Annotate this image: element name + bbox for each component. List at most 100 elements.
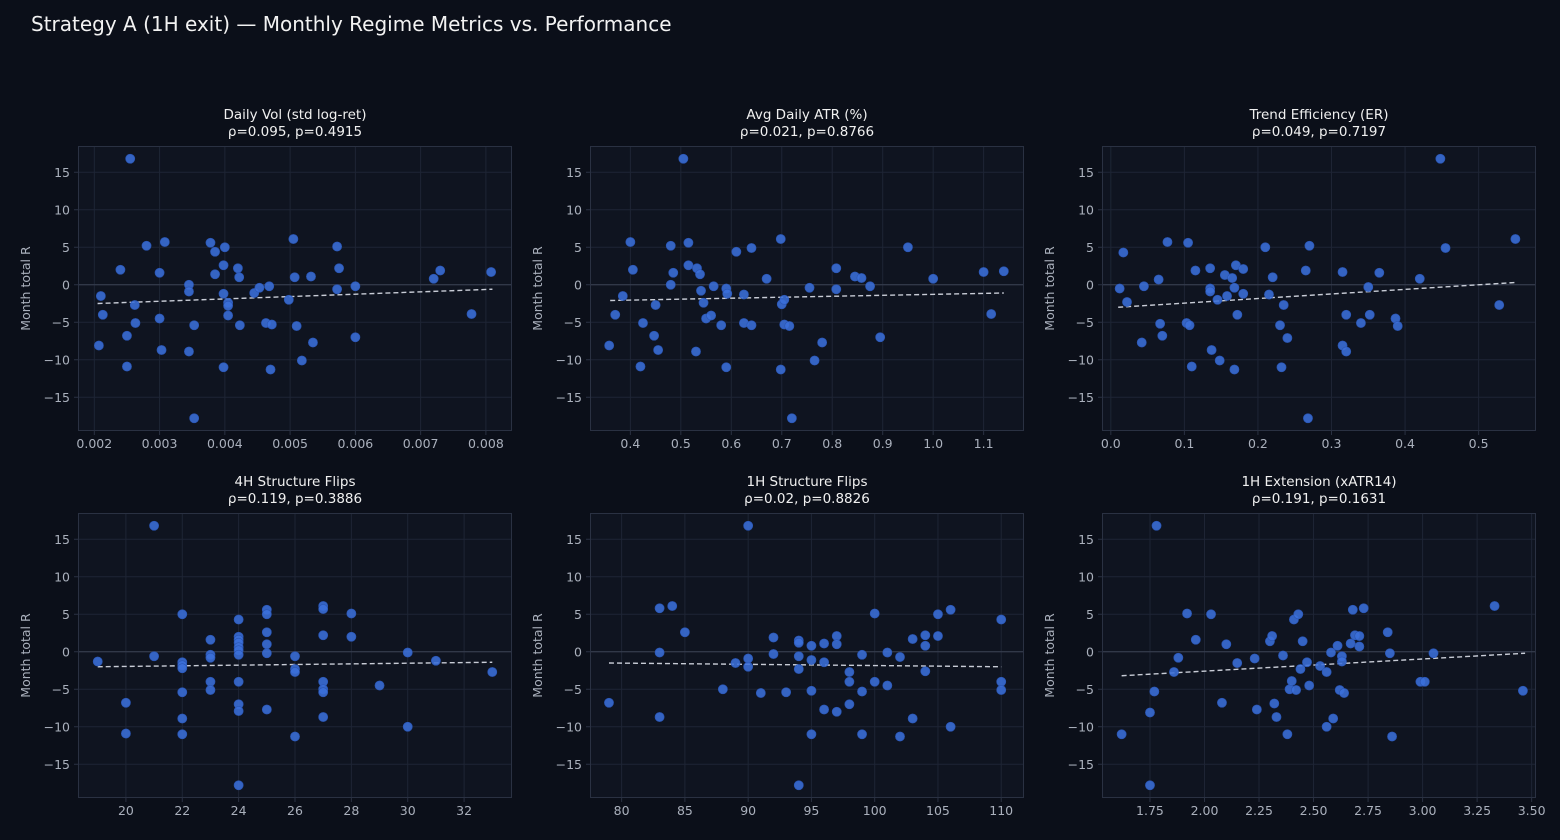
- scatter-point: [653, 345, 664, 355]
- scatter-point: [233, 614, 244, 625]
- x-tick-label: 20: [118, 803, 134, 818]
- scatter-point: [435, 265, 446, 276]
- scatter-point: [1278, 650, 1288, 661]
- scatter-point: [1206, 609, 1216, 620]
- scatter-point: [1303, 413, 1313, 424]
- panel-title: 4H Structure Flips: [235, 474, 356, 490]
- scatter-point: [1151, 520, 1162, 531]
- scatter-point: [1267, 631, 1278, 641]
- scatter-point: [1145, 707, 1155, 718]
- scatter-point: [1149, 686, 1160, 697]
- scatter-point: [1510, 234, 1521, 244]
- x-tick-label: 2.25: [1245, 803, 1273, 818]
- chart-panel-1: 0.002 0.003 0.004 0.005 0.006 0.007 0.008 −15 −1…: [18, 107, 512, 451]
- y-tick-label: 0: [62, 644, 70, 659]
- scatter-point: [290, 651, 300, 662]
- scatter-point: [1267, 272, 1278, 283]
- scatter-point: [706, 310, 717, 321]
- scatter-point: [149, 520, 159, 531]
- scatter-point: [746, 320, 757, 331]
- scatter-point: [1328, 713, 1339, 724]
- scatter-point: [218, 362, 229, 373]
- x-tick-label: 110: [989, 803, 1013, 818]
- scatter-point: [743, 520, 754, 531]
- scatter-point: [318, 687, 329, 698]
- scatter-point: [177, 687, 188, 698]
- x-tick-label: 0.7: [772, 436, 792, 451]
- scatter-point: [1339, 688, 1349, 698]
- axes-frame: [590, 146, 1024, 431]
- scatter-point: [635, 361, 646, 372]
- y-tick-label: −15: [44, 757, 70, 772]
- scatter-point: [265, 364, 276, 375]
- panel-title: 1H Extension (xATR14): [1241, 474, 1396, 490]
- scatter-point: [654, 712, 665, 722]
- chart-panel-4: 20 22 24 26 28 30 32 −15 −10 −5 0 5 10 15 Month total …: [18, 474, 512, 818]
- panel-stats: ρ=0.049, p=0.7197: [1252, 124, 1386, 140]
- scatter-point: [793, 664, 804, 674]
- scatter-point: [1271, 712, 1282, 722]
- axes-frame: [78, 146, 512, 431]
- scatter-point: [793, 637, 804, 648]
- scatter-point: [1139, 281, 1149, 292]
- x-tick-label: 1.1: [974, 436, 994, 451]
- scatter-point: [1419, 676, 1430, 687]
- scatter-point: [93, 340, 104, 351]
- y-tick-label: 10: [54, 569, 70, 584]
- scatter-point: [1169, 667, 1179, 677]
- scatter-point: [1205, 263, 1216, 274]
- scatter-point: [1341, 309, 1352, 320]
- scatter-point: [1286, 676, 1297, 686]
- y-tick-label: −5: [564, 682, 582, 697]
- y-tick-label: −10: [556, 719, 582, 734]
- scatter-point: [806, 685, 817, 696]
- scatter-point: [261, 648, 272, 659]
- scatter-point: [695, 269, 705, 280]
- x-tick-label: 0.006: [337, 436, 373, 451]
- scatter-point: [696, 285, 706, 296]
- scatter-point: [261, 627, 272, 638]
- y-tick-label: 10: [566, 569, 582, 584]
- scatter-point: [1114, 283, 1125, 294]
- panel-stats: ρ=0.02, p=0.8826: [744, 491, 870, 507]
- x-tick-label: 90: [740, 803, 756, 818]
- scatter-point: [625, 237, 636, 247]
- scatter-point: [1291, 685, 1302, 695]
- scatter-point: [721, 362, 732, 373]
- scatter-point: [654, 647, 665, 658]
- scatter-point: [177, 663, 188, 674]
- scatter-point: [154, 313, 165, 324]
- scatter-point: [346, 608, 357, 619]
- scatter-point: [1315, 661, 1325, 671]
- x-tick-label: 95: [803, 803, 819, 818]
- scatter-point: [1155, 318, 1166, 329]
- scatter-point: [291, 321, 302, 331]
- x-tick-label: 26: [287, 803, 303, 818]
- scatter-point: [1269, 698, 1280, 709]
- scatter-point: [1364, 309, 1375, 320]
- panel-title: 1H Structure Flips: [747, 474, 868, 490]
- scatter-point: [1173, 652, 1184, 663]
- scatter-point: [288, 234, 299, 244]
- scatter-point: [746, 243, 757, 253]
- scatter-point: [831, 631, 842, 641]
- scatter-point: [466, 309, 477, 319]
- scatter-point: [402, 647, 413, 658]
- scatter-point: [691, 346, 701, 357]
- scatter-point: [1221, 639, 1232, 650]
- scatter-point: [779, 294, 790, 305]
- scatter-point: [334, 263, 344, 274]
- scatter-point: [1184, 320, 1195, 331]
- x-tick-label: 0.4: [620, 436, 640, 451]
- scatter-point: [856, 273, 867, 283]
- figure-title: Strategy A (1H exit) — Monthly Regime Me…: [31, 12, 672, 36]
- panel-stats: ρ=0.191, p=0.1631: [1252, 491, 1386, 507]
- y-tick-label: 0: [574, 644, 582, 659]
- scatter-point: [1251, 704, 1262, 715]
- scatter-point: [266, 319, 277, 330]
- scatter-point: [819, 704, 829, 715]
- scatter-point: [1384, 648, 1395, 659]
- scatter-point: [1214, 355, 1225, 366]
- scatter-point: [1116, 729, 1127, 740]
- scatter-point: [1341, 346, 1352, 357]
